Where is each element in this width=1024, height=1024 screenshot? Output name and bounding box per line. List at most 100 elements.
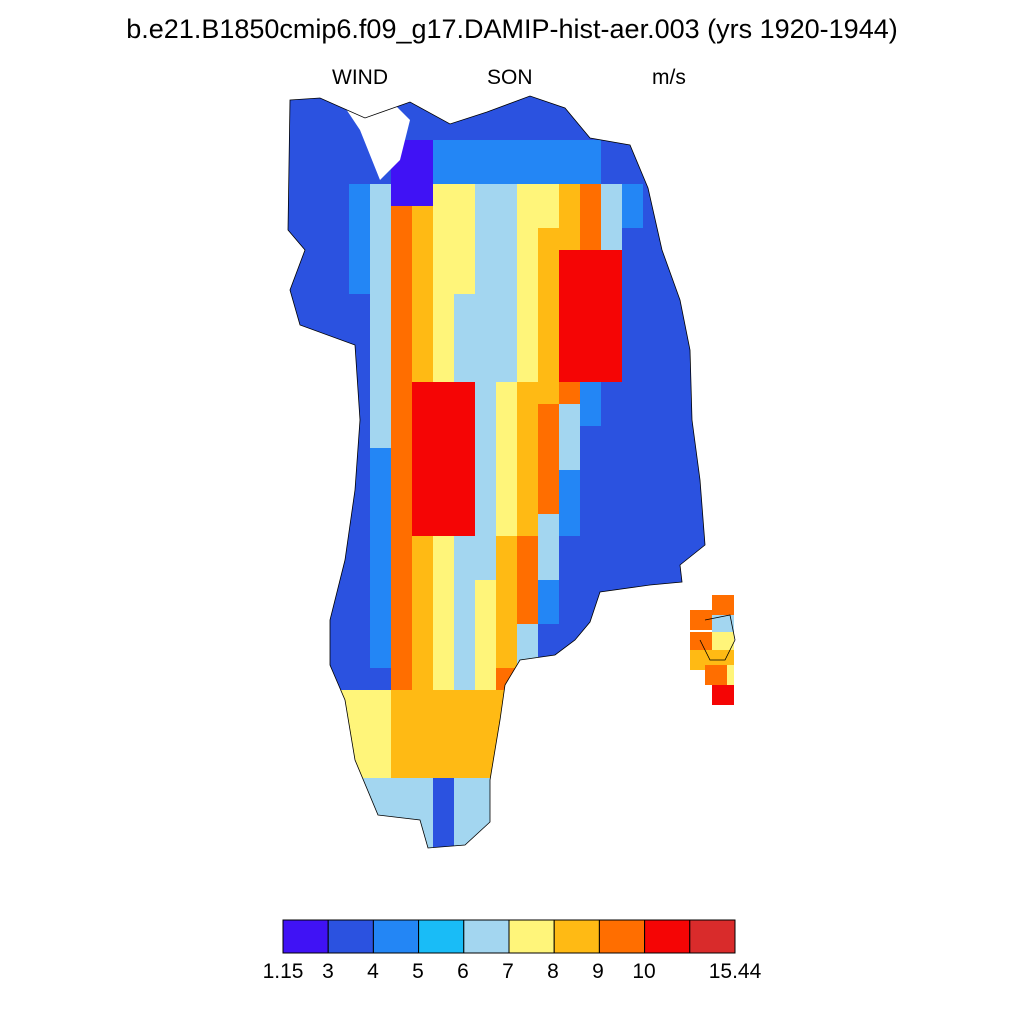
grid-cell [412,250,434,273]
colorbar-swatch [372,919,420,954]
grid-cell [370,602,392,625]
grid-cell [307,360,329,383]
grid-cell [475,250,497,273]
grid-cell [622,206,644,229]
grid-cell [559,756,581,779]
grid-cell [706,184,728,207]
grid-cell [559,404,581,427]
grid-cell [601,250,623,273]
grid-cell [433,624,455,647]
grid-cell [412,822,434,845]
grid-cell [517,162,539,185]
grid-cell [307,558,329,581]
grid-cell [538,844,560,848]
grid-cell [307,844,329,848]
grid-cell [349,844,371,848]
grid-cell [601,382,623,405]
grid-cell [580,448,602,471]
grid-cell [433,646,455,669]
grid-cell [559,360,581,383]
grid-cell [601,756,623,779]
grid-cell [391,162,413,185]
grid-cell [288,338,308,361]
grid-cell [664,536,686,559]
grid-cell [496,118,518,141]
grid-cell [622,734,644,757]
grid-cell [475,602,497,625]
grid-cell [643,734,665,757]
grid-cell [496,404,518,427]
grid-cell [664,184,686,207]
grid-cell [475,118,497,141]
grid-cell [685,734,705,757]
grid-cell [538,448,560,471]
grid-cell [288,668,308,691]
grid-cell [580,338,602,361]
grid-cell [370,514,392,537]
grid-cell [664,162,686,185]
grid-cell [685,140,705,163]
grid-cell [370,360,392,383]
grid-cell [559,602,581,625]
grid-cell [349,470,371,493]
grid-cell [601,800,623,823]
grid-cell [559,734,581,757]
grid-cell [370,206,392,229]
iceland-cell [712,615,734,635]
grid-cell [454,646,476,669]
grid-cell [622,426,644,449]
grid-cell [288,646,308,669]
grid-cell [370,426,392,449]
grid-cell [475,668,497,691]
grid-cell [307,756,329,779]
grid-cell [580,778,602,801]
grid-cell [288,96,308,119]
grid-cell [517,844,539,848]
grid-cell [370,844,392,848]
iceland-cell [712,685,734,705]
grid-cell [643,294,665,317]
grid-cell [328,206,350,229]
grid-cell [328,778,350,801]
grid-cell [580,294,602,317]
grid-cell [328,316,350,339]
grid-cell [538,360,560,383]
grid-cell [349,140,371,163]
grid-cell [454,734,476,757]
grid-cell [496,228,518,251]
grid-cell [580,712,602,735]
grid-cell [412,404,434,427]
grid-cell [475,580,497,603]
grid-cell [454,360,476,383]
grid-cell [517,690,539,713]
grid-cell [433,360,455,383]
grid-cell [391,206,413,229]
grid-cell [601,668,623,691]
grid-cell [288,558,308,581]
grid-cell [664,140,686,163]
grid-cell [580,360,602,383]
grid-cell [601,712,623,735]
grid-cell [496,360,518,383]
grid-cell [538,338,560,361]
grid-cell [601,118,623,141]
grid-cell [559,822,581,845]
grid-cell [496,206,518,229]
grid-cell [706,294,728,317]
grid-cell [328,844,350,848]
grid-cell [475,712,497,735]
grid-cell [706,844,728,867]
grid-cell [391,316,413,339]
grid-cell [391,580,413,603]
grid-cell [601,448,623,471]
grid-cell [706,514,728,537]
grid-cell [643,118,665,141]
grid-cell [685,492,705,515]
colorbar-tick-label: 15.44 [708,960,762,983]
grid-cell [664,228,686,251]
grid-cell [643,800,665,823]
grid-cell [454,580,476,603]
grid-cell [475,470,497,493]
grid-cell [685,382,705,405]
grid-cell [538,140,560,163]
